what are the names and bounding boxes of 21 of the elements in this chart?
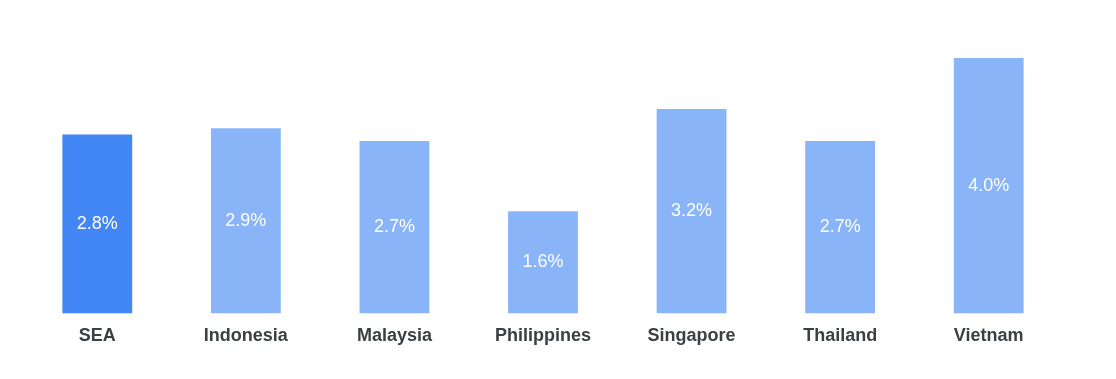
x-tick-label: SEA [78,325,116,346]
x-tick-label: Thailand [803,325,878,346]
data-label: 3.2% [671,200,713,221]
x-tick-label: Malaysia [356,325,433,346]
x-tick-label: Philippines [494,325,592,346]
x-tick-label: Singapore [647,325,736,346]
bar [508,211,578,314]
bar [656,109,727,314]
data-label: 2.9% [225,209,267,230]
data-label: 2.8% [76,212,118,233]
x-tick-label: Indonesia [203,325,289,346]
bar [805,141,876,314]
data-label: 2.7% [373,216,415,237]
data-label: 4.0% [968,174,1010,195]
bar [62,134,133,314]
bar [953,58,1024,314]
bar [210,128,281,314]
x-tick-label: Vietnam [953,325,1024,346]
data-label: 1.6% [522,251,564,272]
data-label: 2.7% [819,216,861,237]
bar [359,141,430,314]
